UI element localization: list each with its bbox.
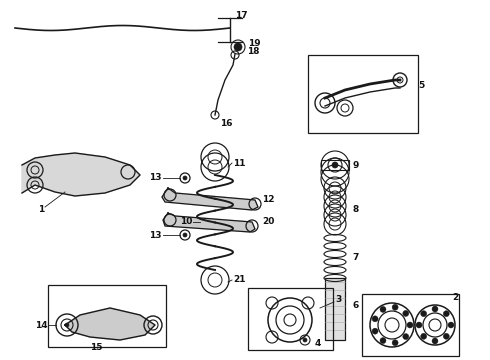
Circle shape bbox=[403, 310, 409, 316]
Text: 5: 5 bbox=[418, 81, 424, 90]
Circle shape bbox=[421, 311, 427, 317]
Text: 3: 3 bbox=[335, 296, 341, 305]
Circle shape bbox=[234, 43, 242, 51]
Bar bbox=[321, 160, 349, 170]
Text: 11: 11 bbox=[233, 158, 245, 167]
Bar bbox=[248, 288, 333, 350]
Text: 17: 17 bbox=[235, 12, 247, 21]
Circle shape bbox=[421, 333, 427, 339]
Text: 4: 4 bbox=[315, 338, 321, 347]
Circle shape bbox=[303, 338, 307, 342]
Text: 6: 6 bbox=[352, 301, 358, 310]
Circle shape bbox=[432, 338, 438, 344]
Circle shape bbox=[443, 311, 449, 317]
Circle shape bbox=[392, 340, 398, 346]
Circle shape bbox=[372, 328, 378, 334]
Polygon shape bbox=[162, 188, 258, 210]
Circle shape bbox=[183, 176, 187, 180]
Polygon shape bbox=[163, 213, 255, 232]
Bar bbox=[48, 285, 166, 347]
Circle shape bbox=[416, 322, 422, 328]
Circle shape bbox=[443, 333, 449, 339]
Text: 19: 19 bbox=[248, 39, 261, 48]
Circle shape bbox=[407, 322, 413, 328]
Text: 9: 9 bbox=[352, 161, 358, 170]
Text: 14: 14 bbox=[35, 320, 48, 329]
Text: 7: 7 bbox=[352, 253, 358, 262]
Circle shape bbox=[392, 304, 398, 310]
Circle shape bbox=[432, 306, 438, 312]
Text: 12: 12 bbox=[262, 195, 274, 204]
Circle shape bbox=[380, 338, 386, 343]
Circle shape bbox=[372, 316, 378, 322]
Text: 18: 18 bbox=[247, 46, 260, 55]
Text: 10: 10 bbox=[180, 217, 192, 226]
Text: 1: 1 bbox=[38, 206, 44, 215]
Bar bbox=[362, 294, 459, 356]
Polygon shape bbox=[65, 308, 155, 340]
Circle shape bbox=[183, 233, 187, 237]
Circle shape bbox=[403, 334, 409, 339]
Circle shape bbox=[448, 322, 454, 328]
Text: 20: 20 bbox=[262, 217, 274, 226]
Circle shape bbox=[65, 323, 69, 327]
Text: 13: 13 bbox=[149, 230, 162, 239]
Bar bbox=[325, 278, 345, 340]
Text: 8: 8 bbox=[352, 206, 358, 215]
Polygon shape bbox=[22, 153, 140, 196]
Text: 16: 16 bbox=[220, 118, 232, 127]
Circle shape bbox=[332, 162, 338, 168]
Text: 15: 15 bbox=[90, 343, 102, 352]
Text: 2: 2 bbox=[452, 292, 458, 302]
Circle shape bbox=[380, 306, 386, 312]
Bar bbox=[308, 55, 418, 133]
Text: 21: 21 bbox=[233, 275, 245, 284]
Text: 13: 13 bbox=[149, 174, 162, 183]
